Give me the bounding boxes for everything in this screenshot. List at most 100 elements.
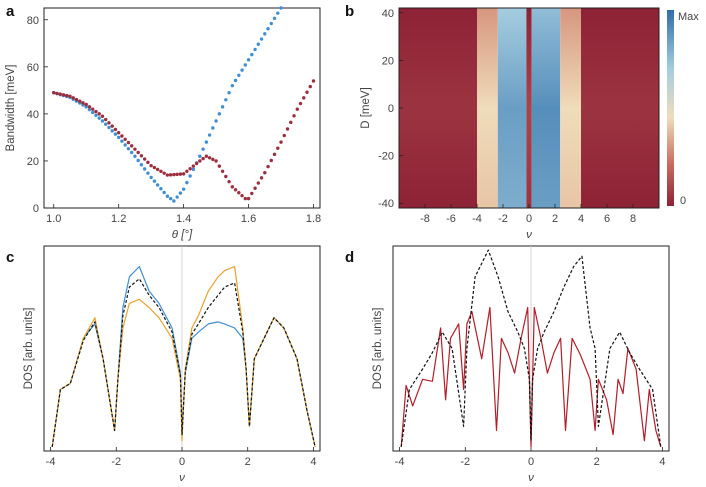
panel-b-colorbar-max-label: Max (678, 11, 699, 23)
panel-a-blue-point (224, 98, 228, 102)
panel-a-y-tick-label: 20 (27, 156, 39, 168)
panel-a-red-point (289, 120, 293, 125)
panel-a-red-point (211, 157, 215, 162)
panel-c-blue-series (51, 265, 316, 448)
panel-d-x-tick-label: -2 (460, 456, 470, 468)
panel-b-x-axis-label: ν (526, 229, 532, 241)
panel-d-y-axis-label: DOS [arb. units] (372, 308, 384, 390)
panel-a-red-point (142, 157, 147, 161)
panel-a-blue-point (259, 37, 264, 41)
panel-d-crimson-series (400, 306, 662, 448)
panel-a-blue-point (178, 191, 183, 195)
panel-a-red-point (162, 171, 166, 175)
panel-a-red-point (185, 169, 189, 173)
panel-a-blue-point (152, 179, 157, 183)
panel-a-blue-point (129, 150, 134, 155)
panel-d-dashed-series (400, 249, 662, 447)
panel-a-red-point (168, 173, 173, 177)
panel-a-red-point (61, 93, 66, 97)
panel-a-x-tick-label: 1.0 (46, 213, 61, 225)
panel-d-x-tick-label: -4 (395, 456, 405, 468)
panel-a-blue-point (250, 52, 254, 57)
panel-a-red-point (97, 112, 101, 116)
panel-a-red-point (250, 191, 254, 196)
panel-a-blue-point (103, 122, 108, 126)
panel-a-red-point (94, 109, 98, 114)
panel-a-red-point (65, 93, 69, 98)
panel-b-column (497, 8, 527, 208)
panel-a-red-point (217, 164, 222, 168)
panel-a-y-tick-label: 80 (27, 15, 39, 27)
panel-a-blue-point (168, 196, 173, 201)
panel-c-x-axis-label: ν (179, 472, 185, 484)
panel-b-colorbar-min-label: 0 (680, 195, 686, 207)
panel-a-red-point (188, 167, 192, 171)
panel-a-red-point (136, 150, 140, 155)
panel-a-red-point (71, 96, 75, 100)
panel-d-line: -4 -2 0 2 4 ν DOS [arb. units] (372, 245, 670, 484)
panel-a-blue-point (94, 113, 98, 117)
panel-a-red-point (120, 134, 124, 138)
panel-a-blue-point (253, 47, 257, 52)
panel-b-column (531, 8, 561, 208)
panel-a-red-point (201, 156, 205, 161)
panel-a-y-tick-label: 40 (27, 109, 39, 121)
panel-a-red-point (146, 160, 150, 165)
panel-a-blue-point (191, 167, 196, 172)
panel-a-red-point (263, 171, 267, 175)
panel-d-x-tick-label: 4 (659, 456, 665, 468)
panel-a-blue-point (97, 116, 101, 120)
panel-a-x-axis-label: θ [°] (172, 229, 193, 241)
panel-a-red-point (230, 185, 235, 189)
panel-b-column (560, 8, 581, 208)
panel-a-red-point (113, 127, 118, 132)
panel-a-blue-point (204, 140, 209, 144)
panel-a-blue-point (230, 83, 235, 88)
panel-a-red-point (58, 92, 62, 96)
panel-a-y-axis-label: Bandwidth [meV] (5, 65, 17, 152)
panel-a-red-point (178, 172, 183, 176)
panel-a-blue-point (146, 171, 150, 175)
panel-a-red-point (237, 191, 241, 195)
panel-a-blue-point (243, 63, 248, 67)
panel-c-x-tick-label: 2 (245, 456, 251, 468)
panel-a-red-point (233, 188, 238, 192)
panel-a-red-point (246, 196, 251, 201)
panel-b-x-tick-label: -4 (472, 213, 482, 225)
panel-a-red-point (84, 102, 88, 107)
panel-b-y-tick-label: 40 (382, 8, 394, 20)
panel-a-red-point (207, 156, 212, 160)
panel-a-red-point (311, 79, 316, 83)
panel-a-blue-point (207, 133, 212, 137)
panel-label-c: c (6, 249, 14, 266)
panel-a-red-point (305, 90, 309, 94)
panel-a-red-point (276, 146, 280, 150)
panel-c-x-tick-label: 0 (179, 456, 185, 468)
panel-b-x-tick-label: 6 (604, 213, 610, 225)
panel-a-blue-point (162, 190, 166, 195)
panel-a-blue-point (256, 42, 261, 46)
panel-a-red-point (100, 114, 105, 118)
panel-a-red-point (155, 167, 160, 172)
panel-a-red-point (269, 158, 273, 163)
panel-a-red-point (308, 84, 312, 89)
panel-b-colorbar (667, 10, 674, 206)
panel-b-column (477, 8, 498, 208)
panel-a-blue-point (87, 107, 92, 112)
panel-b-y-axis-label: D [meV] (360, 87, 372, 129)
panel-c-x-tick-label: -4 (46, 456, 56, 468)
panel-a-red-point (285, 127, 290, 131)
panel-a-blue-point (155, 183, 160, 187)
panel-a-blue-point (246, 58, 251, 62)
panel-a-blue-point (133, 154, 137, 158)
panel-a-x-tick-label: 1.4 (176, 213, 191, 225)
panel-a-red-point (282, 133, 286, 138)
panel-a-red-point (256, 181, 261, 185)
panel-a-red-point (198, 159, 202, 163)
panel-a-blue-point (175, 195, 179, 199)
panel-a-red-point (224, 174, 228, 179)
panel-c-dashed-series (51, 278, 316, 448)
panel-d-x-tick-label: 2 (594, 456, 600, 468)
panel-a-red-point (152, 165, 157, 170)
